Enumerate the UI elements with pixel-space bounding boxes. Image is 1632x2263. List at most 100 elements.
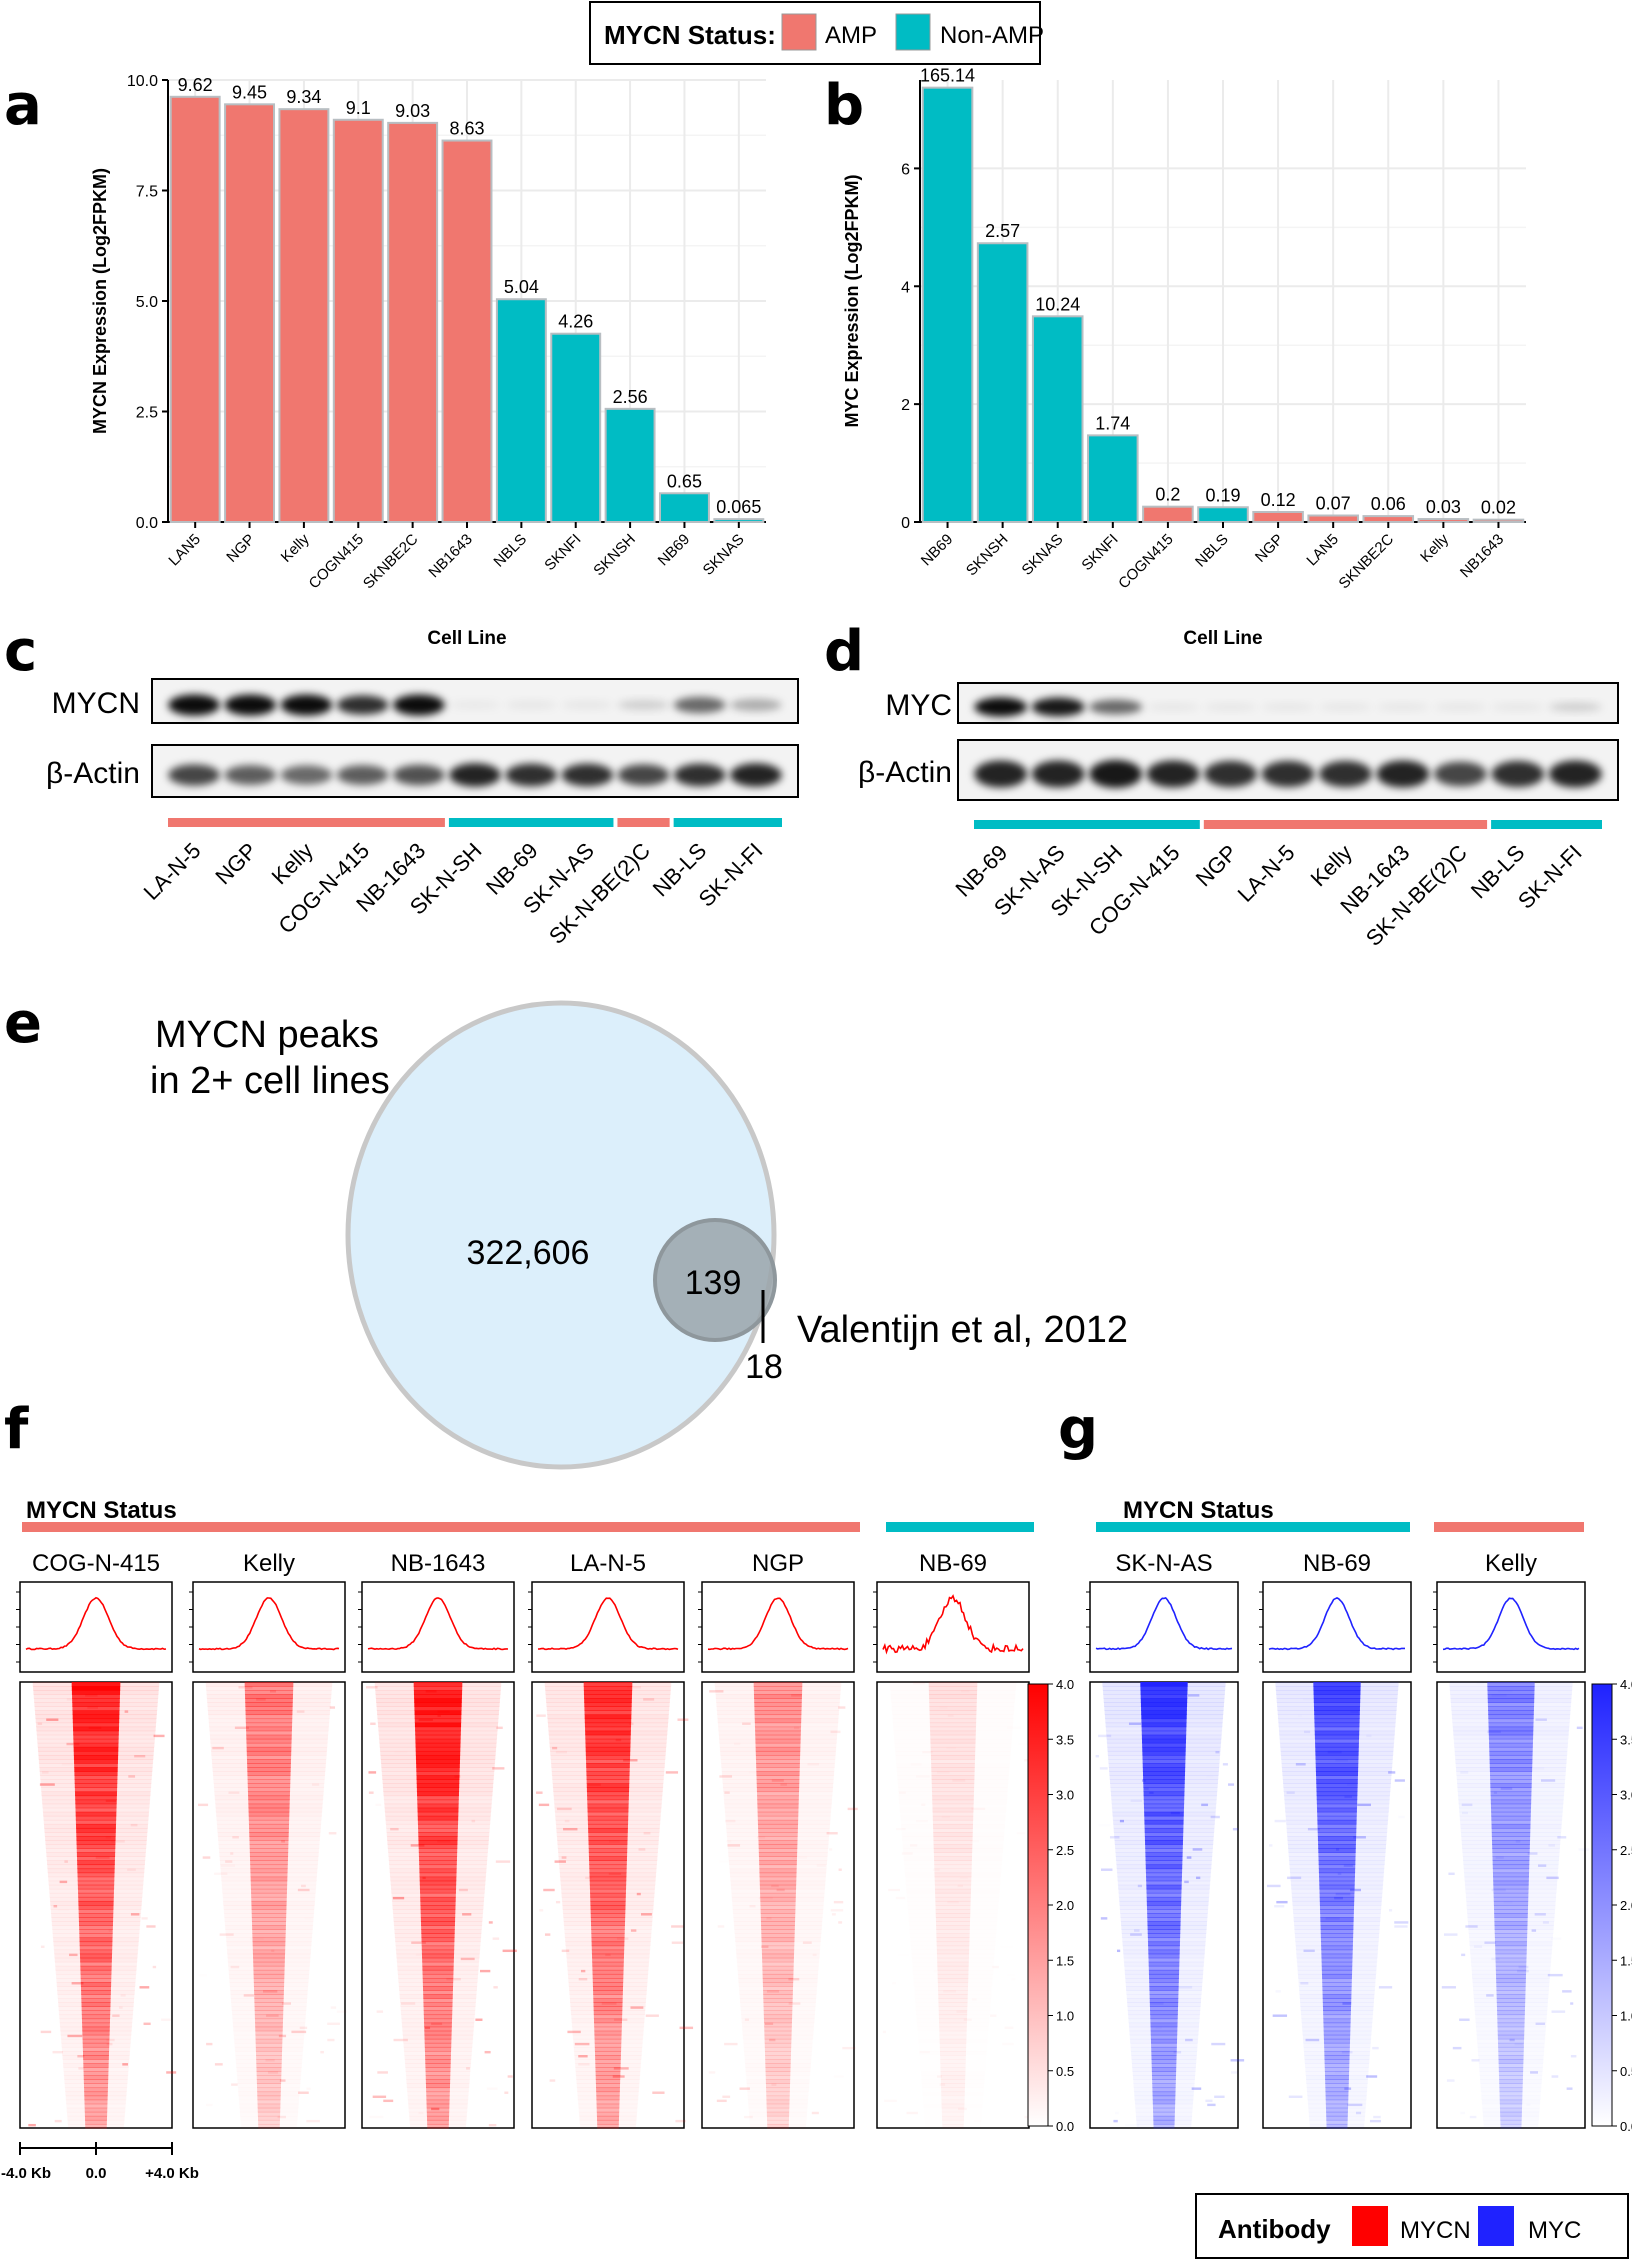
heatmap-speck: [504, 2091, 509, 2094]
heatmap-row-flank: [225, 1929, 312, 1934]
heatmap-row: [588, 1848, 628, 1853]
heatmap-row-flank: [894, 1739, 1011, 1744]
heatmap-row: [1151, 2050, 1177, 2056]
blot-band: [1433, 761, 1487, 787]
heatmap-row: [245, 1710, 293, 1716]
heatmap-row: [1495, 1969, 1527, 1975]
heatmap-row: [420, 1913, 456, 1918]
heatmap-row-flank: [1468, 1925, 1554, 1930]
heatmap-row: [1142, 1738, 1186, 1744]
bar-value-label: 2.56: [613, 387, 648, 407]
heatmap-row: [72, 1722, 120, 1728]
heatmap-row: [253, 1957, 285, 1963]
heatmap-speck: [1542, 1921, 1549, 1924]
heatmap-row: [934, 1884, 972, 1890]
heatmap-speck: [739, 2087, 750, 2090]
heatmap-row-flank: [392, 1900, 484, 1906]
heatmap-row-flank: [580, 2120, 637, 2125]
heatmap-speck: [1491, 1888, 1506, 1892]
blot-band: [1146, 702, 1200, 712]
heatmap-row: [929, 1706, 977, 1711]
heatmap-row: [757, 1811, 799, 1817]
bar-value-label: 4.26: [558, 312, 593, 332]
heatmap-status-bar-amp: [1434, 1522, 1584, 1532]
heatmap-row: [257, 2115, 281, 2121]
heatmap-row-flank: [50, 1905, 142, 1910]
heatmap-row-flank: [236, 2055, 303, 2060]
heatmap-speck: [636, 1892, 641, 1896]
heatmap-row-flank: [382, 1775, 494, 1780]
heatmap-speck: [1214, 2095, 1225, 2098]
heatmap-row: [1492, 1852, 1530, 1857]
heatmap-row: [79, 1941, 113, 1947]
heatmap-speck: [311, 1783, 320, 1786]
heatmap-row: [1152, 2075, 1176, 2080]
heatmap-speck: [1230, 2059, 1245, 2062]
heatmap-row: [757, 1819, 799, 1825]
heatmap-speck: [1177, 1986, 1193, 1989]
heatmap-row-flank: [404, 2059, 472, 2064]
heatmap-row-flank: [39, 1767, 153, 1772]
heatmap-row: [754, 1722, 802, 1728]
colorbar-tick-label: 2.0: [1056, 1898, 1074, 1913]
heatmap-speck: [230, 1852, 234, 1855]
heatmap-row: [421, 1925, 455, 1930]
heatmap-row-flank: [1290, 1876, 1384, 1882]
heatmap-row: [1492, 1860, 1530, 1866]
heatmap-row: [425, 2083, 451, 2089]
heatmap-row: [933, 1852, 973, 1857]
heatmap-row: [84, 2091, 108, 2097]
heatmap-row: [1493, 1888, 1529, 1894]
heatmap-row: [421, 1933, 455, 1939]
heatmap-row: [77, 1868, 115, 1874]
heatmap-row: [247, 1775, 291, 1780]
heatmap-row: [1496, 1982, 1526, 1987]
heatmap-row-flank: [1455, 1759, 1567, 1764]
heatmap-row-flank: [209, 1726, 329, 1732]
heatmap-row: [77, 1872, 115, 1878]
heatmap-speck: [538, 1803, 550, 1807]
heatmap-row: [1500, 2119, 1522, 2125]
heatmap-row-flank: [722, 1775, 834, 1780]
heatmap-row: [419, 1856, 457, 1861]
heatmap-row: [1499, 2095, 1523, 2101]
heatmap-row-flank: [1137, 2124, 1192, 2129]
heatmap-row-flank: [572, 2030, 644, 2036]
heatmap-row-flank: [906, 1885, 1000, 1890]
heatmap-row-flank: [717, 1714, 839, 1720]
heatmap-speck: [578, 2055, 588, 2058]
heatmap-speck: [934, 1970, 938, 1972]
heatmap-row: [255, 2018, 283, 2024]
heatmap-row-flank: [1115, 1856, 1213, 1861]
heatmap-row: [588, 1852, 628, 1857]
heatmap-row-flank: [749, 2108, 808, 2113]
heatmap-row: [256, 2055, 282, 2060]
heatmap-row-flank: [910, 1941, 995, 1946]
heatmap-row-flank: [52, 1933, 140, 1939]
heatmap-row-flank: [1284, 1799, 1390, 1805]
heatmap-row: [1321, 1945, 1353, 1951]
heatmap-row-flank: [1479, 2067, 1542, 2072]
blot-band: [974, 697, 1028, 717]
heatmap-row-flank: [33, 1694, 159, 1699]
heatmap-row: [1149, 1990, 1179, 1995]
heatmap-row: [417, 1799, 459, 1805]
heatmap-row-flank: [1111, 1803, 1217, 1809]
heatmap-speck: [1211, 2042, 1226, 2046]
heatmap-row: [1313, 1698, 1361, 1703]
heatmap-row: [595, 2083, 621, 2089]
heatmap-speck: [921, 1804, 925, 1806]
heatmap-speck: [744, 2018, 750, 2021]
heatmap-row: [85, 2123, 107, 2129]
heatmap-row-flank: [392, 1909, 484, 1914]
heatmap-row-flank: [559, 1872, 657, 1878]
heatmap-row-flank: [1281, 1759, 1393, 1764]
heatmap-row: [1141, 1730, 1187, 1736]
heatmap-row-flank: [405, 2067, 471, 2072]
heatmap-row-flank: [554, 1799, 662, 1805]
heatmap-row: [73, 1742, 119, 1748]
heatmap-row-flank: [215, 1803, 323, 1809]
heatmap-row-flank: [925, 2124, 981, 2129]
heatmap-row: [587, 1815, 629, 1821]
heatmap-row: [250, 1868, 288, 1874]
